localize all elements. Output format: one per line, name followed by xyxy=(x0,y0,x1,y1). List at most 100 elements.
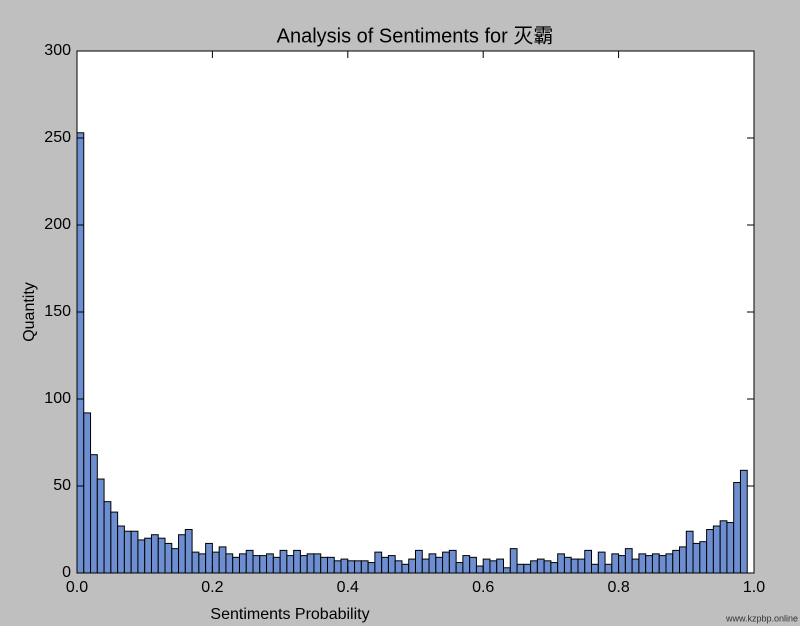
bar xyxy=(516,563,525,574)
x-tick-label: 0.6 xyxy=(472,579,494,596)
bar xyxy=(157,537,166,574)
bar xyxy=(286,555,295,574)
y-tick-label: 100 xyxy=(44,390,71,407)
bar xyxy=(90,454,98,574)
bar xyxy=(211,551,220,574)
bar xyxy=(367,562,376,574)
bar xyxy=(658,555,667,574)
bar xyxy=(469,556,477,574)
x-tick-label: 0.0 xyxy=(66,579,88,596)
bar xyxy=(577,558,586,574)
bar xyxy=(394,560,403,574)
bar xyxy=(563,556,572,574)
bar xyxy=(455,562,464,574)
watermark: www.kzpbp.online xyxy=(725,613,798,623)
bar xyxy=(96,478,105,574)
bar xyxy=(191,551,200,574)
bar xyxy=(144,537,152,574)
bar xyxy=(293,549,301,574)
bar xyxy=(299,555,308,574)
bar xyxy=(381,556,389,574)
bar xyxy=(442,551,450,574)
bar xyxy=(150,534,159,574)
y-axis-label: Quantity xyxy=(21,282,38,342)
bar xyxy=(672,549,681,574)
bar xyxy=(692,542,701,574)
bar xyxy=(638,553,647,574)
bar xyxy=(360,560,369,574)
bar xyxy=(184,529,193,574)
bar xyxy=(279,549,288,574)
bar xyxy=(245,549,254,574)
bar xyxy=(354,560,362,574)
bar xyxy=(266,553,274,574)
bar xyxy=(604,563,613,574)
bar xyxy=(374,551,383,574)
bar xyxy=(462,555,471,574)
bar xyxy=(428,553,437,574)
bar xyxy=(408,558,417,574)
x-tick-label: 0.8 xyxy=(607,579,629,596)
bar xyxy=(719,520,728,574)
bar xyxy=(110,511,119,574)
bar xyxy=(259,555,268,574)
bar xyxy=(523,563,532,574)
bar xyxy=(83,412,92,574)
bar xyxy=(496,558,505,574)
bar xyxy=(320,556,328,574)
y-tick-label: 300 xyxy=(44,42,71,59)
bar xyxy=(448,549,457,574)
bar xyxy=(631,558,640,574)
bar xyxy=(739,469,748,574)
bar xyxy=(618,555,626,574)
y-tick-label: 250 xyxy=(44,129,71,146)
bar xyxy=(225,553,234,574)
bar xyxy=(333,560,342,574)
bar xyxy=(712,525,721,574)
bar xyxy=(252,555,261,574)
bar xyxy=(482,558,491,574)
bar xyxy=(557,553,565,574)
bar xyxy=(550,562,559,574)
bar xyxy=(178,534,186,574)
bar xyxy=(401,563,410,574)
y-tick-label: 50 xyxy=(53,477,71,494)
bar xyxy=(645,555,653,574)
bar xyxy=(198,553,207,574)
bar xyxy=(415,549,423,574)
bar xyxy=(340,558,349,574)
bar xyxy=(679,546,687,574)
bar xyxy=(726,522,735,574)
bar xyxy=(536,558,545,574)
bar xyxy=(509,548,518,574)
bar xyxy=(218,546,227,574)
bar xyxy=(272,556,281,574)
bar xyxy=(665,553,674,574)
bar xyxy=(137,539,146,574)
bar xyxy=(326,556,335,574)
bar xyxy=(543,560,552,574)
bar xyxy=(103,501,112,574)
bar xyxy=(597,551,606,574)
bar xyxy=(130,530,139,574)
bar xyxy=(475,565,484,574)
bar xyxy=(530,560,538,574)
y-tick-label: 0 xyxy=(62,564,71,581)
bar xyxy=(570,558,579,574)
bar xyxy=(421,558,430,574)
bar xyxy=(685,530,694,574)
bar xyxy=(489,560,498,574)
x-tick-label: 0.4 xyxy=(337,579,359,596)
x-tick-label: 0.2 xyxy=(201,579,223,596)
bar xyxy=(699,541,708,574)
bar xyxy=(387,555,396,574)
x-tick-label: 1.0 xyxy=(743,579,765,596)
bar xyxy=(733,482,741,574)
bar xyxy=(232,556,240,574)
bar xyxy=(238,553,247,574)
bar xyxy=(76,132,85,574)
bar xyxy=(591,563,599,574)
x-axis-label: Sentiments Probability xyxy=(210,606,369,623)
y-tick-label: 150 xyxy=(44,303,71,320)
